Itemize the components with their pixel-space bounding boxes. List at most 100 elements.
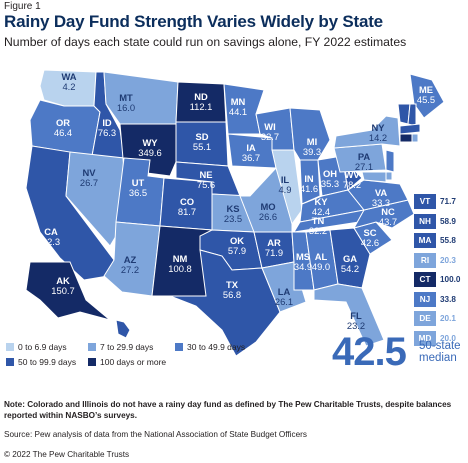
state-code-al: AL bbox=[315, 251, 328, 262]
state-code-wa: WA bbox=[61, 71, 76, 82]
ne-code-md: MD bbox=[414, 330, 436, 346]
state-value-wi: 32.7 bbox=[261, 131, 279, 142]
state-value-ms: 34.9 bbox=[294, 261, 312, 272]
state-il bbox=[271, 149, 303, 226]
state-code-nm: NM bbox=[173, 253, 188, 264]
state-value-nv: 26.7 bbox=[80, 177, 98, 188]
legend-swatch bbox=[175, 343, 183, 351]
ne-code-ct: CT bbox=[414, 272, 436, 287]
median-value: 42.5 bbox=[332, 330, 407, 374]
state-ak bbox=[25, 261, 111, 321]
state-code-fl: FL bbox=[350, 310, 362, 321]
state-nj bbox=[385, 149, 395, 173]
state-code-nv: NV bbox=[82, 167, 96, 178]
state-code-wv: WV bbox=[344, 169, 360, 180]
state-value-mn: 44.1 bbox=[229, 106, 247, 117]
ne-box-nh: NH 58.9 bbox=[414, 213, 462, 229]
state-code-ne: NE bbox=[199, 169, 212, 180]
legend-label: 30 to 49.9 days bbox=[187, 342, 246, 352]
state-code-mo: MO bbox=[260, 201, 275, 212]
state-code-sc: SC bbox=[363, 227, 376, 238]
state-value-nd: 112.1 bbox=[190, 101, 213, 112]
state-value-in: 41.6 bbox=[300, 183, 318, 194]
state-code-ar: AR bbox=[267, 237, 281, 248]
state-code-tx: TX bbox=[226, 279, 239, 290]
state-code-ky: KY bbox=[314, 196, 328, 207]
state-code-ga: GA bbox=[343, 253, 357, 264]
ne-code-nh: NH bbox=[414, 213, 436, 229]
ne-code-ri: RI bbox=[414, 252, 436, 268]
state-value-tx: 56.8 bbox=[223, 289, 241, 300]
ne-value-ct: 100.0 bbox=[440, 275, 461, 284]
state-ms bbox=[291, 231, 315, 291]
state-mt bbox=[103, 71, 179, 125]
legend-item: 0 to 6.9 days bbox=[6, 342, 67, 352]
state-value-va: 33.3 bbox=[372, 197, 390, 208]
state-value-mo: 26.6 bbox=[259, 211, 277, 222]
state-value-nc: 43.7 bbox=[379, 216, 397, 227]
state-hi bbox=[115, 319, 131, 339]
ne-box-de: DE 20.1 bbox=[414, 311, 462, 326]
ne-value-md: 20.0 bbox=[440, 333, 456, 343]
state-code-id: ID bbox=[102, 117, 112, 128]
state-code-la: LA bbox=[278, 286, 291, 297]
state-fl bbox=[313, 283, 385, 347]
state-value-wy: 349.6 bbox=[138, 147, 161, 158]
state-value-id: 76.3 bbox=[98, 127, 116, 138]
legend-label: 50 to 99.9 days bbox=[18, 357, 77, 367]
state-code-va: VA bbox=[375, 187, 388, 198]
state-code-ia: IA bbox=[246, 142, 256, 153]
state-value-ks: 23.5 bbox=[224, 213, 242, 224]
state-value-ny: 14.2 bbox=[369, 132, 387, 143]
state-code-in: IN bbox=[304, 173, 314, 184]
ne-code-nj: NJ bbox=[414, 291, 436, 307]
state-code-ny: NY bbox=[371, 122, 385, 133]
state-value-nm: 100.8 bbox=[168, 263, 191, 274]
state-value-me: 45.5 bbox=[417, 94, 435, 105]
chart-subtitle: Number of days each state could run on s… bbox=[4, 35, 407, 49]
state-value-mt: 16.0 bbox=[117, 102, 135, 113]
state-tx bbox=[169, 249, 281, 357]
legend-item: 30 to 49.9 days bbox=[175, 342, 245, 352]
state-value-ar: 71.9 bbox=[265, 247, 283, 258]
median-label: 50-state median bbox=[419, 340, 464, 364]
state-code-ca: CA bbox=[44, 226, 58, 237]
state-ri bbox=[411, 133, 419, 143]
state-code-mt: MT bbox=[119, 92, 133, 103]
legend-swatch bbox=[88, 358, 96, 366]
legend-label: 100 days or more bbox=[100, 357, 167, 367]
median-label-line2: median bbox=[419, 352, 457, 364]
state-value-or: 46.4 bbox=[54, 127, 72, 138]
source-line: Source: Pew analysis of data from the Na… bbox=[4, 430, 307, 439]
state-code-nd: ND bbox=[194, 91, 208, 102]
ne-value-vt: 71.7 bbox=[440, 197, 456, 206]
state-code-mi: MI bbox=[307, 136, 317, 147]
chart-title: Rainy Day Fund Strength Varies Widely by… bbox=[4, 12, 383, 31]
state-ny bbox=[333, 115, 401, 149]
ne-value-nh: 58.9 bbox=[440, 216, 456, 226]
state-value-ca: 82.3 bbox=[42, 236, 60, 247]
footnote: Note: Colorado and Illinois do not have … bbox=[4, 400, 452, 420]
state-value-al: 49.0 bbox=[312, 261, 330, 272]
state-code-or: OR bbox=[56, 117, 70, 128]
state-value-oh: 35.3 bbox=[321, 178, 339, 189]
state-code-ok: OK bbox=[230, 235, 244, 246]
state-de bbox=[385, 171, 393, 181]
state-value-ok: 57.9 bbox=[228, 245, 246, 256]
state-nh bbox=[407, 103, 417, 127]
state-value-wv: 78.2 bbox=[343, 179, 361, 190]
ne-box-vt: VT 71.7 bbox=[414, 194, 462, 209]
state-value-ga: 54.2 bbox=[341, 263, 359, 274]
copyright-line: © 2022 The Pew Charitable Trusts bbox=[4, 450, 130, 459]
state-md bbox=[361, 171, 387, 183]
state-value-ky: 42.4 bbox=[312, 206, 330, 217]
state-code-sd: SD bbox=[195, 131, 208, 142]
legend-item: 50 to 99.9 days bbox=[6, 357, 76, 367]
state-in bbox=[299, 159, 321, 205]
state-code-oh: OH bbox=[323, 168, 337, 179]
figure-label: Figure 1 bbox=[4, 1, 41, 12]
state-nv bbox=[65, 151, 125, 247]
legend-swatch bbox=[6, 343, 14, 351]
state-value-sc: 42.6 bbox=[361, 237, 379, 248]
ne-value-ri: 20.3 bbox=[440, 255, 456, 265]
